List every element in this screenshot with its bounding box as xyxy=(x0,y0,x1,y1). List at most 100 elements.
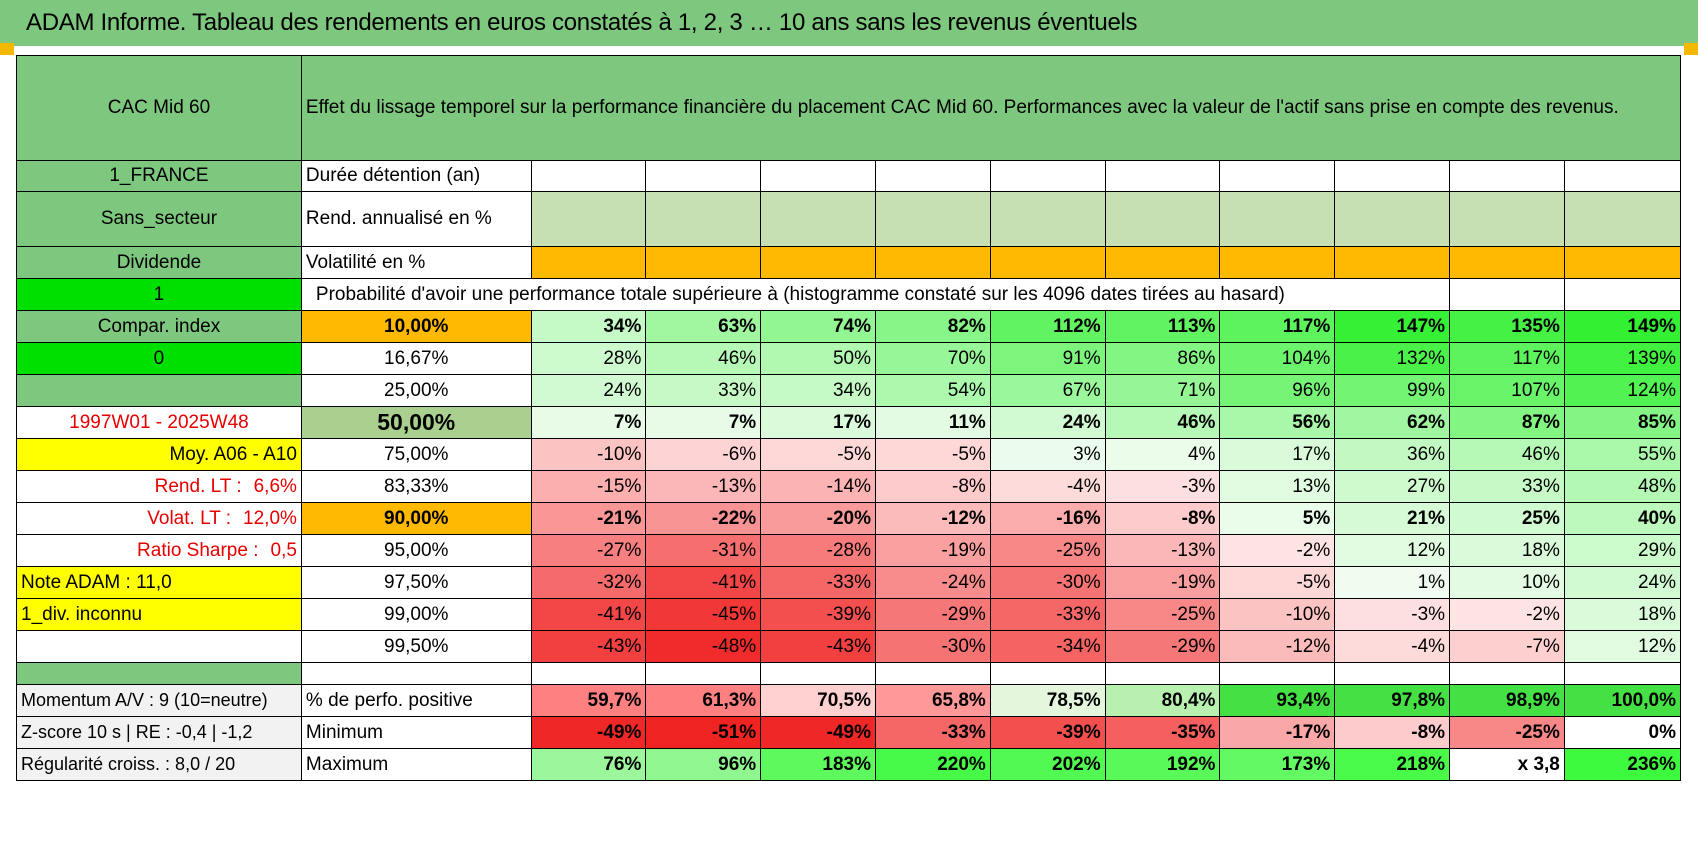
separator xyxy=(16,662,302,685)
proba-cell: 117% xyxy=(1449,342,1565,375)
year-header xyxy=(760,160,876,192)
positive-value: 59,7% xyxy=(530,684,647,717)
minimum-label: Minimum xyxy=(300,716,532,749)
proba-cell: -12% xyxy=(875,502,991,535)
maximum-value: x 3,8 xyxy=(1449,748,1565,781)
regularity-label: Régularité croiss. : 8,0 / 20 xyxy=(16,748,302,781)
proba-cell: -19% xyxy=(875,534,991,567)
proba-cell: -33% xyxy=(760,566,876,599)
threshold-value: 95,00% xyxy=(300,534,532,567)
proba-cell: 70% xyxy=(875,342,991,375)
empty-cell xyxy=(1563,278,1682,311)
proba-cell: -19% xyxy=(1104,566,1221,599)
proba-cell: -29% xyxy=(1104,630,1221,663)
separator xyxy=(300,662,532,685)
maximum-value: 220% xyxy=(875,748,991,781)
proba-cell: 85% xyxy=(1563,406,1682,439)
separator xyxy=(875,662,991,685)
separator xyxy=(1563,662,1682,685)
flag-one: 1 xyxy=(16,278,302,311)
proba-cell: -5% xyxy=(875,438,991,471)
volat-value xyxy=(1563,246,1682,279)
proba-cell: 34% xyxy=(760,374,876,407)
volat-lt-label: Volat. LT : 12,0% xyxy=(16,502,302,535)
proba-cell: 71% xyxy=(1104,374,1221,407)
maximum-value: 218% xyxy=(1334,748,1451,781)
proba-cell: -20% xyxy=(760,502,876,535)
proba-cell: 135% xyxy=(1449,310,1565,343)
year-header xyxy=(875,160,991,192)
average-label: Moy. A06 - A10 xyxy=(16,438,302,471)
minimum-value: -35% xyxy=(1104,716,1221,749)
separator xyxy=(530,662,647,685)
threshold-value: 25,00% xyxy=(300,374,532,407)
maximum-value: 183% xyxy=(760,748,876,781)
rend-value xyxy=(1104,191,1221,247)
volat-value xyxy=(645,246,762,279)
proba-cell: 86% xyxy=(1104,342,1221,375)
proba-cell: -13% xyxy=(645,470,762,503)
proba-cell: 82% xyxy=(875,310,991,343)
maximum-value: 96% xyxy=(645,748,762,781)
proba-cell: 99% xyxy=(1334,374,1451,407)
proba-cell: -34% xyxy=(989,630,1106,663)
proba-cell: 34% xyxy=(530,310,647,343)
proba-cell: -25% xyxy=(1104,598,1221,631)
proba-cell: 46% xyxy=(645,342,762,375)
proba-cell: 46% xyxy=(1104,406,1221,439)
positive-value: 100,0% xyxy=(1563,684,1682,717)
rend-value xyxy=(645,191,762,247)
proba-cell: 63% xyxy=(645,310,762,343)
separator xyxy=(989,662,1106,685)
proba-cell: 48% xyxy=(1563,470,1682,503)
proba-cell: -45% xyxy=(645,598,762,631)
proba-cell: 24% xyxy=(989,406,1106,439)
volat-lt-name: Volat. LT : xyxy=(147,507,232,529)
volat-value xyxy=(875,246,991,279)
proba-cell: 36% xyxy=(1334,438,1451,471)
volat-value xyxy=(530,246,647,279)
rend-label: Rend. annualisé en % xyxy=(300,191,532,247)
proba-cell: 56% xyxy=(1219,406,1336,439)
proba-cell: -15% xyxy=(530,470,647,503)
proba-cell: -4% xyxy=(989,470,1106,503)
rend-value xyxy=(530,191,647,247)
year-header xyxy=(645,160,762,192)
proba-cell: -31% xyxy=(645,534,762,567)
proba-cell: 4% xyxy=(1104,438,1221,471)
dividend-unknown: 1_div. inconnu xyxy=(16,598,302,631)
proba-cell: 55% xyxy=(1563,438,1682,471)
report-title: ADAM Informe. Tableau des rendements en … xyxy=(0,0,1698,46)
volat-value xyxy=(1449,246,1565,279)
proba-cell: 149% xyxy=(1563,310,1682,343)
positive-label: % de perfo. positive xyxy=(300,684,532,717)
threshold-value: 83,33% xyxy=(300,470,532,503)
year-header xyxy=(1334,160,1451,192)
asset-name: CAC Mid 60 xyxy=(16,55,302,161)
proba-cell: -32% xyxy=(530,566,647,599)
proba-cell: 1% xyxy=(1334,566,1451,599)
proba-cell: 17% xyxy=(760,406,876,439)
empty-label xyxy=(16,630,302,663)
proba-cell: 147% xyxy=(1334,310,1451,343)
year-header xyxy=(1104,160,1221,192)
maximum-value: 202% xyxy=(989,748,1106,781)
proba-cell: -33% xyxy=(989,598,1106,631)
rend-value xyxy=(989,191,1106,247)
rend-lt-name: Rend. LT : xyxy=(154,475,242,497)
proba-cell: -21% xyxy=(530,502,647,535)
maximum-label: Maximum xyxy=(300,748,532,781)
proba-cell: -22% xyxy=(645,502,762,535)
proba-cell: -41% xyxy=(530,598,647,631)
threshold-value: 97,50% xyxy=(300,566,532,599)
positive-value: 98,9% xyxy=(1449,684,1565,717)
proba-cell: -30% xyxy=(875,630,991,663)
threshold-value: 50,00% xyxy=(300,406,532,439)
proba-cell: 21% xyxy=(1334,502,1451,535)
proba-cell: -5% xyxy=(760,438,876,471)
proba-cell: -5% xyxy=(1219,566,1336,599)
volat-value xyxy=(760,246,876,279)
proba-cell: -30% xyxy=(989,566,1106,599)
proba-cell: 113% xyxy=(1104,310,1221,343)
proba-cell: -41% xyxy=(645,566,762,599)
